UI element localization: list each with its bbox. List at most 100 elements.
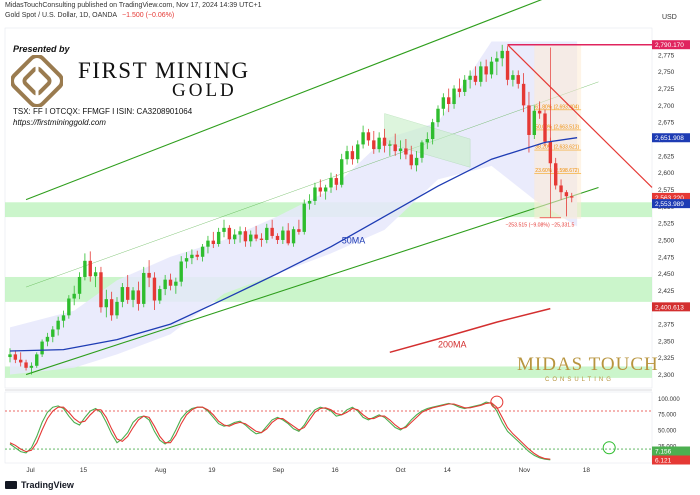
candle-up — [163, 279, 167, 290]
candle-down — [521, 83, 526, 106]
candle-down — [409, 154, 413, 166]
candle-up — [40, 341, 44, 355]
symbol-title: Gold Spot / U.S. Dollar, 1D, OANDA — [5, 12, 118, 19]
sponsor-name-line1: FIRST MINING — [78, 58, 250, 83]
candle-up — [72, 293, 76, 299]
time-tick-label: 15 — [80, 467, 88, 474]
candle-down — [270, 227, 274, 236]
price-tag-label: 2,563.220 — [655, 195, 684, 202]
time-tick-label: 18 — [583, 467, 591, 474]
candle-up — [398, 148, 403, 152]
price-tick-label: 2,300 — [658, 372, 675, 379]
midas-touch-logo: MIDAS TOUCH — [517, 354, 659, 375]
candle-up — [45, 336, 50, 342]
candle-down — [259, 238, 264, 240]
candle-up — [414, 157, 419, 166]
moving-averages: 50MA 200MA — [9, 137, 578, 354]
oscillator-tick-label: 75.000 — [658, 413, 677, 419]
candle-up — [388, 144, 392, 146]
time-tick-label: Sep — [273, 467, 285, 474]
oscillator-tag-label: 7.156 — [655, 449, 672, 456]
ma50-line — [9, 137, 578, 352]
candle-up — [425, 139, 429, 143]
time-tick-label: Nov — [519, 467, 531, 474]
candle-up — [206, 240, 210, 247]
price-tick-label: 2,450 — [658, 271, 675, 278]
candle-down — [564, 192, 569, 197]
candle-up — [83, 260, 87, 277]
candle-up — [345, 151, 349, 160]
downtrend-line — [507, 44, 653, 188]
price-tick-label: 2,575 — [658, 187, 675, 194]
tradingview-footer[interactable]: TradingView — [5, 480, 74, 490]
candle-up — [56, 320, 60, 330]
candle-up — [51, 329, 55, 337]
tradingview-logo-icon — [5, 481, 17, 489]
fibonacci-level-label: 38.20% (2,633.621) — [535, 145, 579, 151]
sponsor-tickers: TSX: FF I OTCQX: FFMGF I ISIN: CA3208901… — [13, 107, 193, 116]
bollinger-band-fill — [10, 41, 578, 375]
candle-up — [452, 88, 456, 105]
ma200-label: 200MA — [438, 340, 467, 350]
time-tick-label: 16 — [331, 467, 339, 474]
candle-up — [340, 159, 344, 185]
oscillator-pane — [4, 391, 653, 464]
candle-down — [554, 163, 558, 186]
channel-mid-line — [25, 81, 599, 288]
overbought-marker — [490, 395, 504, 409]
candle-down — [457, 88, 462, 92]
candle-down — [393, 144, 397, 152]
candle-down — [543, 113, 547, 142]
sponsor-url[interactable]: https://firstmininggold.com — [13, 118, 106, 127]
price-tick-label: 2,350 — [658, 338, 675, 345]
candle-down — [168, 279, 173, 286]
candle-up — [281, 230, 285, 240]
oscillator-tag — [652, 446, 690, 456]
candle-down — [126, 287, 130, 300]
candle-down — [334, 178, 339, 185]
presented-by-label: Presented by — [13, 44, 70, 54]
symbol-header: Gold Spot / U.S. Dollar, 1D, OANDA −1.50… — [5, 12, 174, 19]
candle-up — [200, 246, 205, 257]
time-tick-label: 14 — [444, 467, 452, 474]
oscillator-tag — [652, 455, 690, 465]
candle-up — [511, 75, 515, 80]
candle-down — [99, 272, 103, 308]
candle-down — [243, 231, 248, 242]
price-tick-label: 2,325 — [658, 355, 675, 362]
time-tick-label: 19 — [208, 467, 216, 474]
price-tag — [652, 40, 690, 50]
candle-down — [318, 187, 322, 192]
candle-down — [254, 234, 258, 239]
candle-up — [489, 61, 494, 75]
candle-up — [29, 365, 34, 368]
candle-up — [222, 227, 226, 232]
fibonacci-level-label: 50.00% (2,663.513) — [535, 124, 579, 130]
price-tick-label: 2,600 — [658, 170, 675, 177]
candle-up — [216, 231, 221, 244]
time-tick-label: Jul — [26, 467, 35, 474]
midas-touch-subtitle: CONSULTING — [545, 377, 614, 383]
candle-up — [329, 178, 333, 188]
candle-up — [307, 200, 312, 204]
candle-up — [323, 187, 328, 192]
candle-down — [211, 240, 215, 244]
candle-down — [404, 148, 408, 155]
candle-up — [184, 258, 189, 262]
candle-down — [527, 105, 531, 135]
price-tick-label: 2,425 — [658, 288, 675, 295]
candle-up — [361, 132, 365, 145]
candle-down — [366, 132, 371, 141]
candle-down — [570, 196, 574, 198]
candle-up — [233, 234, 237, 240]
tradingview-label: TradingView — [21, 480, 74, 490]
candle-up — [115, 301, 119, 316]
candle-up — [8, 354, 12, 358]
price-tick-label: 2,525 — [658, 221, 675, 228]
price-tick-label: 2,725 — [658, 86, 675, 93]
candle-up — [420, 142, 424, 158]
candle-up — [179, 261, 183, 282]
